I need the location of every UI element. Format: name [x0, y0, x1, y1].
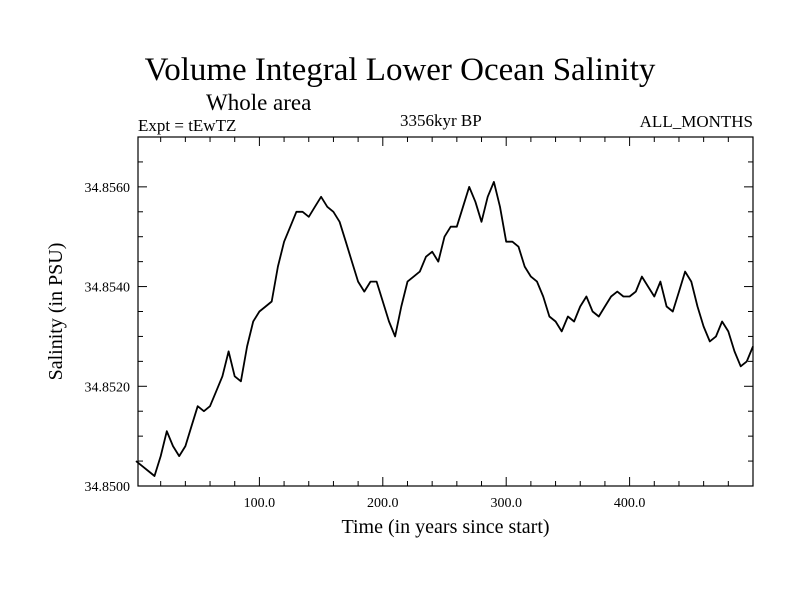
series-line-salinity [135, 181, 754, 477]
y-tick-label: 34.8520 [85, 380, 131, 395]
x-tick-label: 300.0 [490, 496, 522, 511]
chart-title: Volume Integral Lower Ocean Salinity [144, 52, 656, 88]
x-tick-label: 100.0 [244, 496, 276, 511]
chart-subtitle: Whole area [206, 90, 312, 115]
y-tick-label: 34.8500 [85, 480, 131, 495]
axis-ticks [138, 137, 753, 486]
y-tick-label: 34.8540 [85, 281, 131, 296]
y-tick-label: 34.8560 [85, 181, 131, 196]
x-tick-label: 200.0 [367, 496, 399, 511]
date-label: 3356kyr BP [400, 111, 482, 130]
x-axis-title: Time (in years since start) [341, 516, 549, 538]
x-tick-label: 400.0 [614, 496, 646, 511]
plot-frame [137, 136, 754, 487]
months-label: ALL_MONTHS [639, 112, 753, 131]
experiment-label: Expt = tEwTZ [138, 116, 237, 135]
axis-tick-labels: 100.0 200.0 300.0 400.0 34.8500 34.8520 34.854… [85, 181, 646, 511]
y-axis-title: Salinity (in PSU) [45, 243, 67, 381]
